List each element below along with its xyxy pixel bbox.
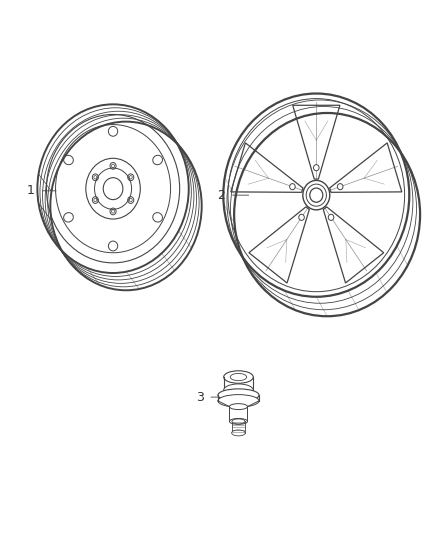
Ellipse shape bbox=[103, 177, 123, 200]
Ellipse shape bbox=[230, 418, 247, 424]
Ellipse shape bbox=[314, 165, 319, 171]
Ellipse shape bbox=[224, 384, 253, 397]
Text: 2: 2 bbox=[217, 189, 225, 201]
Ellipse shape bbox=[310, 188, 323, 202]
Ellipse shape bbox=[299, 214, 304, 220]
Ellipse shape bbox=[232, 430, 245, 436]
Ellipse shape bbox=[290, 184, 295, 190]
Ellipse shape bbox=[303, 180, 330, 210]
Ellipse shape bbox=[224, 371, 253, 383]
Ellipse shape bbox=[232, 419, 245, 424]
Text: 3: 3 bbox=[196, 391, 204, 403]
Ellipse shape bbox=[218, 394, 259, 407]
Ellipse shape bbox=[218, 389, 259, 401]
Text: 1: 1 bbox=[27, 184, 35, 197]
Ellipse shape bbox=[230, 403, 247, 409]
Ellipse shape bbox=[328, 214, 334, 220]
Ellipse shape bbox=[337, 184, 343, 190]
